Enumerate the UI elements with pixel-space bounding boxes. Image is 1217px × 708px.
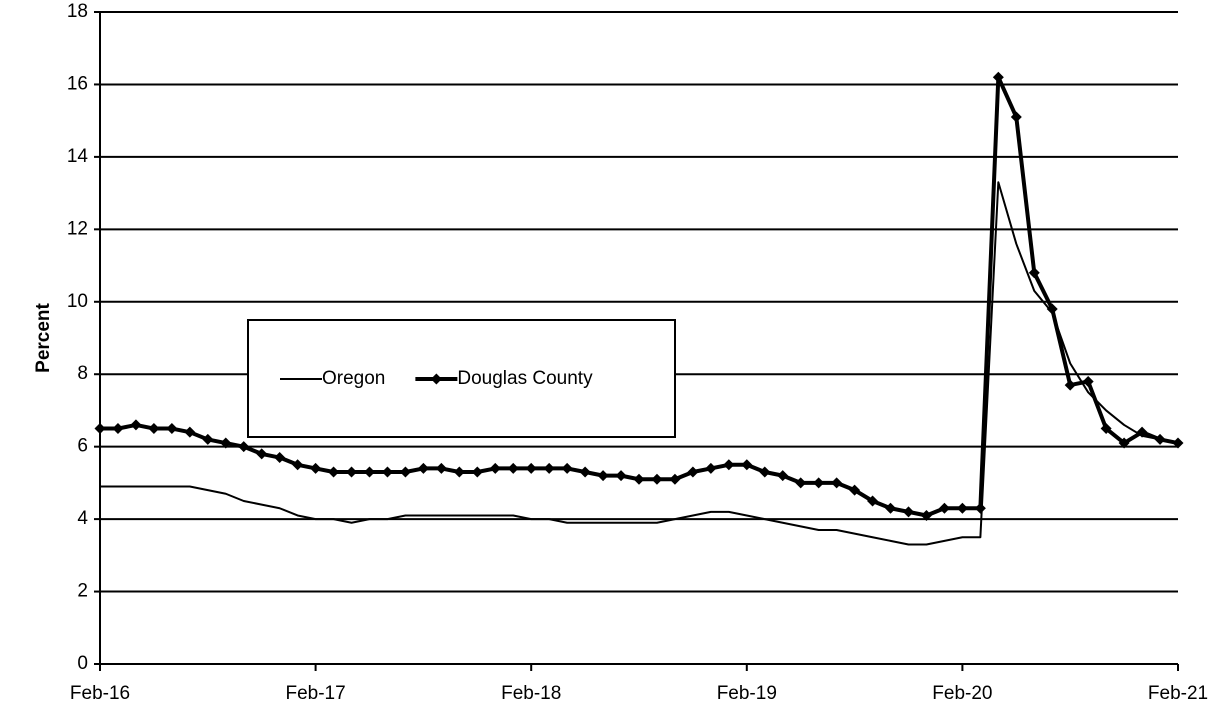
y-tick-label: 16	[67, 73, 88, 94]
marker	[633, 473, 645, 485]
marker	[435, 462, 447, 474]
marker	[1010, 111, 1022, 123]
marker	[920, 509, 932, 521]
y-tick-label: 12	[67, 218, 88, 239]
marker	[202, 433, 214, 445]
marker	[417, 462, 429, 474]
marker	[292, 459, 304, 471]
marker	[723, 459, 735, 471]
marker	[759, 466, 771, 478]
x-tick-label: Feb-18	[501, 683, 561, 704]
marker	[831, 477, 843, 489]
marker	[238, 441, 250, 453]
marker	[184, 426, 196, 438]
legend-marker	[430, 373, 442, 385]
marker	[1100, 423, 1112, 435]
x-tick-label: Feb-20	[932, 683, 992, 704]
y-tick-label: 8	[77, 363, 88, 384]
marker	[543, 462, 555, 474]
marker	[705, 462, 717, 474]
marker	[1118, 437, 1130, 449]
marker	[112, 423, 124, 435]
marker	[1082, 375, 1094, 387]
marker	[489, 462, 501, 474]
marker	[885, 502, 897, 514]
marker	[274, 452, 286, 464]
marker	[94, 423, 106, 435]
series-line	[100, 181, 1179, 546]
marker	[381, 466, 393, 478]
marker	[1046, 303, 1058, 315]
x-tick-label: Feb-19	[717, 683, 777, 704]
y-tick-label: 10	[67, 291, 88, 312]
marker	[561, 462, 573, 474]
marker	[364, 466, 375, 478]
marker	[453, 466, 465, 478]
y-tick-label: 6	[77, 436, 88, 457]
marker	[597, 470, 609, 482]
marker	[166, 423, 178, 435]
y-tick-label: 2	[77, 581, 88, 602]
marker	[777, 470, 789, 482]
legend-label: Douglas County	[457, 368, 593, 389]
marker	[956, 502, 968, 514]
y-axis-label: Percent	[33, 302, 54, 372]
marker	[867, 495, 879, 507]
marker	[992, 71, 1004, 83]
marker	[795, 477, 807, 489]
marker	[148, 423, 160, 435]
y-tick-label: 0	[77, 653, 88, 674]
marker	[579, 466, 591, 478]
marker	[974, 502, 986, 514]
marker	[328, 466, 340, 478]
marker	[507, 462, 519, 474]
marker	[903, 506, 914, 518]
marker	[938, 502, 950, 514]
marker	[615, 470, 627, 482]
marker	[813, 477, 825, 489]
x-tick-label: Feb-16	[70, 683, 130, 704]
marker	[741, 459, 753, 471]
marker	[346, 466, 358, 478]
y-tick-label: 14	[67, 146, 89, 167]
marker	[849, 484, 861, 496]
marker	[1064, 379, 1076, 391]
marker	[130, 419, 142, 431]
marker	[687, 466, 699, 478]
marker	[669, 473, 681, 485]
marker	[256, 448, 268, 460]
x-tick-label: Feb-21	[1148, 683, 1208, 704]
marker	[651, 473, 663, 485]
marker	[1172, 437, 1184, 449]
marker	[1136, 426, 1148, 438]
y-tick-label: 4	[77, 508, 88, 529]
y-tick-label: 18	[67, 1, 88, 22]
legend-label: Oregon	[322, 368, 385, 389]
marker	[310, 462, 322, 474]
marker	[220, 437, 232, 449]
marker	[525, 462, 537, 474]
marker	[471, 466, 483, 478]
marker	[1028, 267, 1040, 279]
marker	[1154, 433, 1166, 445]
marker	[399, 466, 411, 478]
x-tick-label: Feb-17	[285, 683, 345, 704]
